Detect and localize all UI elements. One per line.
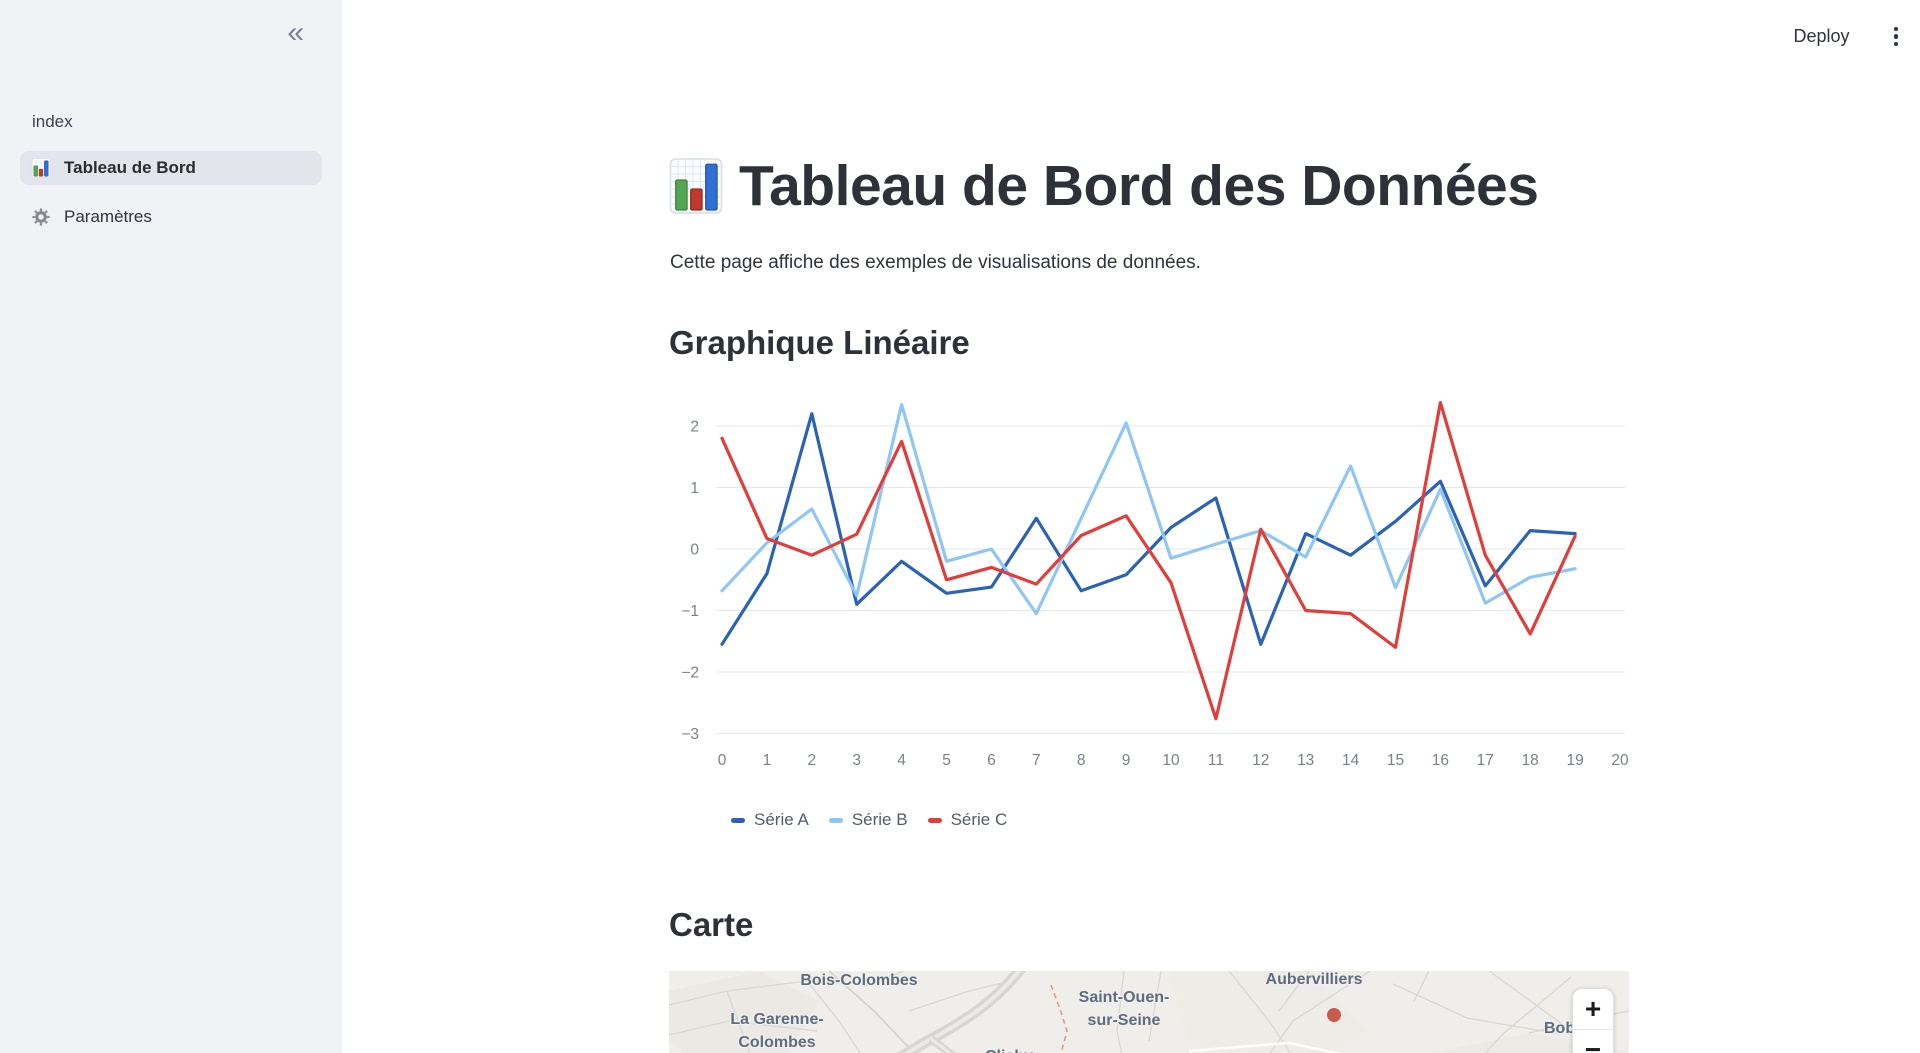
svg-text:6: 6	[987, 752, 996, 769]
sidebar-item-label: Paramètres	[64, 207, 152, 226]
map-zoom-control: + −	[1572, 988, 1614, 1053]
svg-text:0: 0	[718, 752, 727, 769]
map-data-point-marker	[1327, 1008, 1341, 1022]
app-header-actions: Deploy	[1787, 22, 1912, 51]
page-title-row: Tableau de Bord des Données	[669, 153, 1539, 218]
intro-text: Cette page affiche des exemples de visua…	[670, 252, 1201, 273]
svg-text:8: 8	[1077, 752, 1086, 769]
legend-swatch	[828, 817, 843, 823]
bar-chart-icon	[31, 158, 51, 178]
legend-item: Série C	[927, 810, 1008, 830]
svg-text:1: 1	[763, 752, 772, 769]
legend-label: Série C	[950, 810, 1008, 829]
legend-swatch	[731, 817, 745, 823]
legend-label: Série A	[754, 810, 809, 829]
sidebar-item-label: Tableau de Bord	[64, 158, 196, 177]
kebab-menu-icon[interactable]	[1880, 23, 1913, 51]
sidebar-nav: Tableau de Bord	[20, 151, 322, 249]
map-tiles	[669, 971, 1629, 1053]
svg-text:−1: −1	[681, 603, 699, 620]
sidebar-section-label: index	[32, 112, 73, 131]
svg-text:2: 2	[690, 419, 699, 436]
map-canvas[interactable]: Bois-Colombes La Garenne- Colombes Saint-Ou…	[669, 971, 1629, 1053]
sidebar: « index Tableau de Bord	[0, 0, 342, 1053]
main-content: Tableau de Bord des Données Cette page a…	[669, 0, 1629, 1053]
legend-item: Série B	[828, 810, 908, 830]
zoom-control-divider	[1573, 1029, 1613, 1030]
map-zoom-out-button[interactable]: −	[1573, 1030, 1613, 1053]
svg-text:10: 10	[1162, 752, 1180, 769]
map-zoom-in-button[interactable]: +	[1573, 989, 1613, 1029]
svg-text:9: 9	[1122, 752, 1131, 769]
page-title: Tableau de Bord des Données	[739, 153, 1539, 218]
legend-label: Série B	[851, 810, 908, 829]
svg-text:0: 0	[690, 542, 699, 559]
svg-text:12: 12	[1252, 752, 1269, 769]
svg-text:15: 15	[1387, 752, 1404, 769]
svg-text:20: 20	[1611, 752, 1629, 769]
chart-section-heading: Graphique Linéaire	[669, 324, 970, 361]
svg-text:17: 17	[1477, 752, 1494, 769]
sidebar-collapse-icon[interactable]: «	[287, 16, 304, 49]
svg-text:11: 11	[1208, 752, 1224, 769]
svg-text:5: 5	[942, 752, 951, 769]
sidebar-item-parametres[interactable]: Paramètres	[20, 200, 322, 234]
svg-text:3: 3	[852, 752, 861, 769]
legend-item: Série A	[731, 810, 809, 830]
svg-text:13: 13	[1297, 752, 1314, 769]
svg-text:7: 7	[1032, 752, 1041, 769]
line-chart[interactable]: 210−1−2−30 1 2 3 4 5 6 7 8 9 10 11 12 13 14 15 16 17 18 19 2…	[669, 396, 1629, 778]
bar-chart-emoji-icon	[669, 157, 723, 215]
svg-text:−3: −3	[681, 726, 699, 743]
svg-text:4: 4	[897, 752, 906, 769]
svg-text:−2: −2	[681, 665, 699, 682]
svg-text:2: 2	[807, 752, 816, 769]
map-section-heading: Carte	[669, 906, 754, 943]
svg-text:16: 16	[1432, 752, 1449, 769]
gear-icon	[31, 207, 51, 227]
svg-text:1: 1	[690, 480, 699, 497]
chart-legend: Série A Série B Série C	[731, 810, 1007, 830]
legend-swatch	[927, 817, 942, 823]
svg-text:18: 18	[1522, 752, 1539, 769]
sidebar-item-tableau-de-bord[interactable]: Tableau de Bord	[20, 151, 322, 185]
svg-text:14: 14	[1342, 752, 1360, 769]
svg-text:19: 19	[1566, 752, 1583, 769]
deploy-button[interactable]: Deploy	[1787, 22, 1855, 51]
